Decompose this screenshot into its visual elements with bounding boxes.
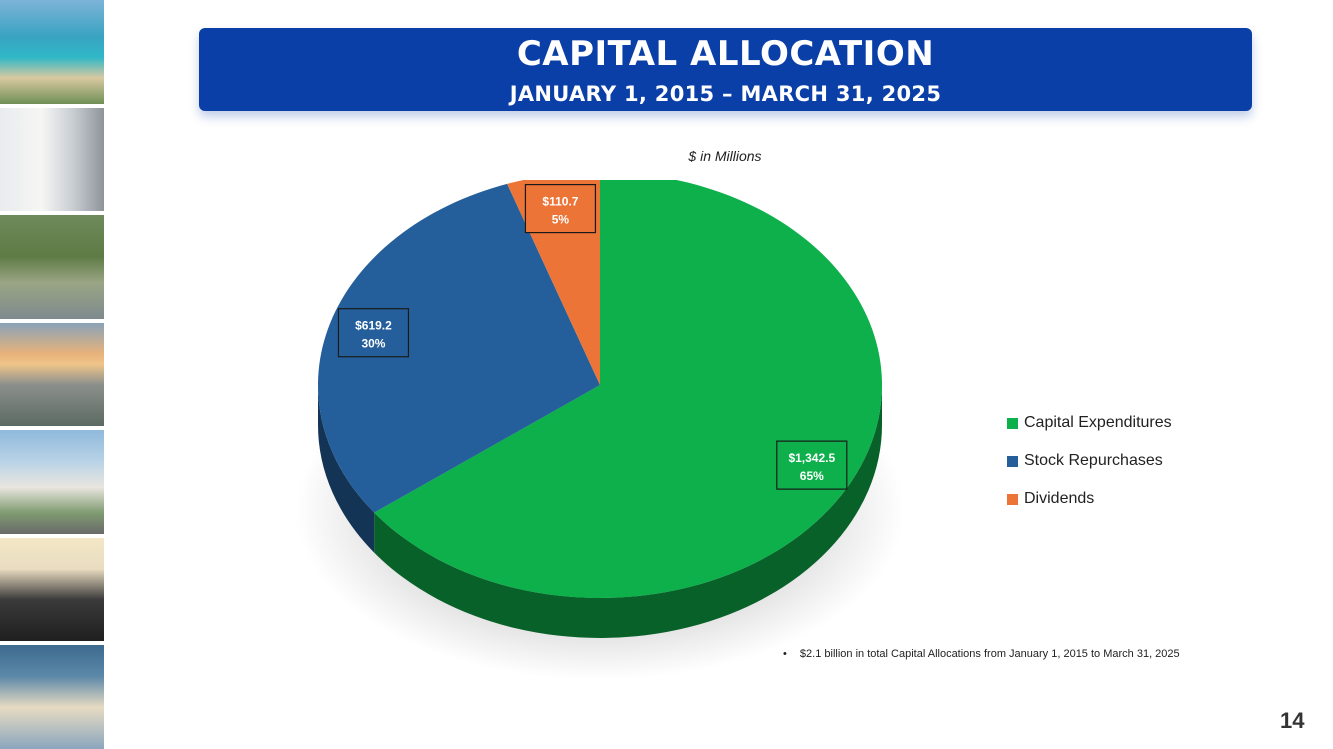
- data-label-percent: 30%: [361, 337, 385, 351]
- pie-slice-1: [317, 183, 600, 513]
- data-label-percent: 65%: [800, 469, 824, 483]
- legend-swatch: [1007, 493, 1018, 505]
- legend-item-dividends: Dividends: [1007, 480, 1172, 518]
- data-label-percent: 5%: [552, 213, 570, 227]
- cyclists-photo: [0, 215, 104, 319]
- beach-chairs-photo: [0, 645, 104, 749]
- pie-side-1: [318, 385, 375, 553]
- sunset-town-photo: [0, 322, 104, 427]
- data-label-value: $1,342.5: [788, 451, 835, 465]
- legend-item-stock-repurchases: Stock Repurchases: [1007, 442, 1172, 480]
- legend-label: Dividends: [1024, 490, 1095, 507]
- pie-slice-0: [374, 180, 882, 598]
- page-subtitle: JANUARY 1, 2015 – MARCH 31, 2025: [509, 82, 942, 106]
- footnote-bullet: •: [783, 648, 787, 660]
- footnote: • $2.1 billion in total Capital Allocati…: [783, 648, 1180, 660]
- footnote-text: $2.1 billion in total Capital Allocation…: [799, 648, 1180, 660]
- photo-strip: [0, 0, 104, 749]
- server-photo: [0, 537, 104, 642]
- data-label-2: $110.7 5%: [524, 183, 597, 234]
- data-label-0: $1,342.5 65%: [776, 440, 848, 490]
- data-label-1: $619.2 30%: [337, 308, 410, 358]
- page-title: CAPITAL ALLOCATION: [516, 34, 935, 74]
- data-label-box: [776, 440, 848, 490]
- resort-pool-photo: [0, 0, 104, 104]
- living-room-photo: [0, 107, 104, 212]
- page-number: 14: [1280, 708, 1305, 733]
- pie-sides: [318, 385, 882, 638]
- title-banner: CAPITAL ALLOCATION JANUARY 1, 2015 – MAR…: [199, 28, 1252, 111]
- legend-label: Stock Repurchases: [1024, 452, 1163, 469]
- data-label-value: $110.7: [542, 195, 578, 209]
- data-label-value: $619.2: [355, 319, 392, 333]
- legend-label: Capital Expenditures: [1024, 414, 1172, 431]
- legend-swatch: [1007, 455, 1018, 467]
- legend-swatch: [1007, 417, 1018, 429]
- pie-slices: [317, 180, 882, 598]
- pie-chart: $1,342.5 65% $619.2 30% $110.7 5%: [295, 180, 905, 680]
- units-label: $ in Millions: [688, 148, 762, 164]
- pie-labels: $1,342.5 65% $619.2 30% $110.7 5%: [337, 183, 848, 490]
- legend-item-capital-expenditures: Capital Expenditures: [1007, 404, 1172, 442]
- house-scooter-photo: [0, 430, 104, 534]
- legend: Capital Expenditures Stock Repurchases D…: [1007, 404, 1172, 518]
- pie-side-0: [374, 385, 882, 638]
- data-label-box: [337, 308, 410, 358]
- data-label-box: [524, 183, 597, 234]
